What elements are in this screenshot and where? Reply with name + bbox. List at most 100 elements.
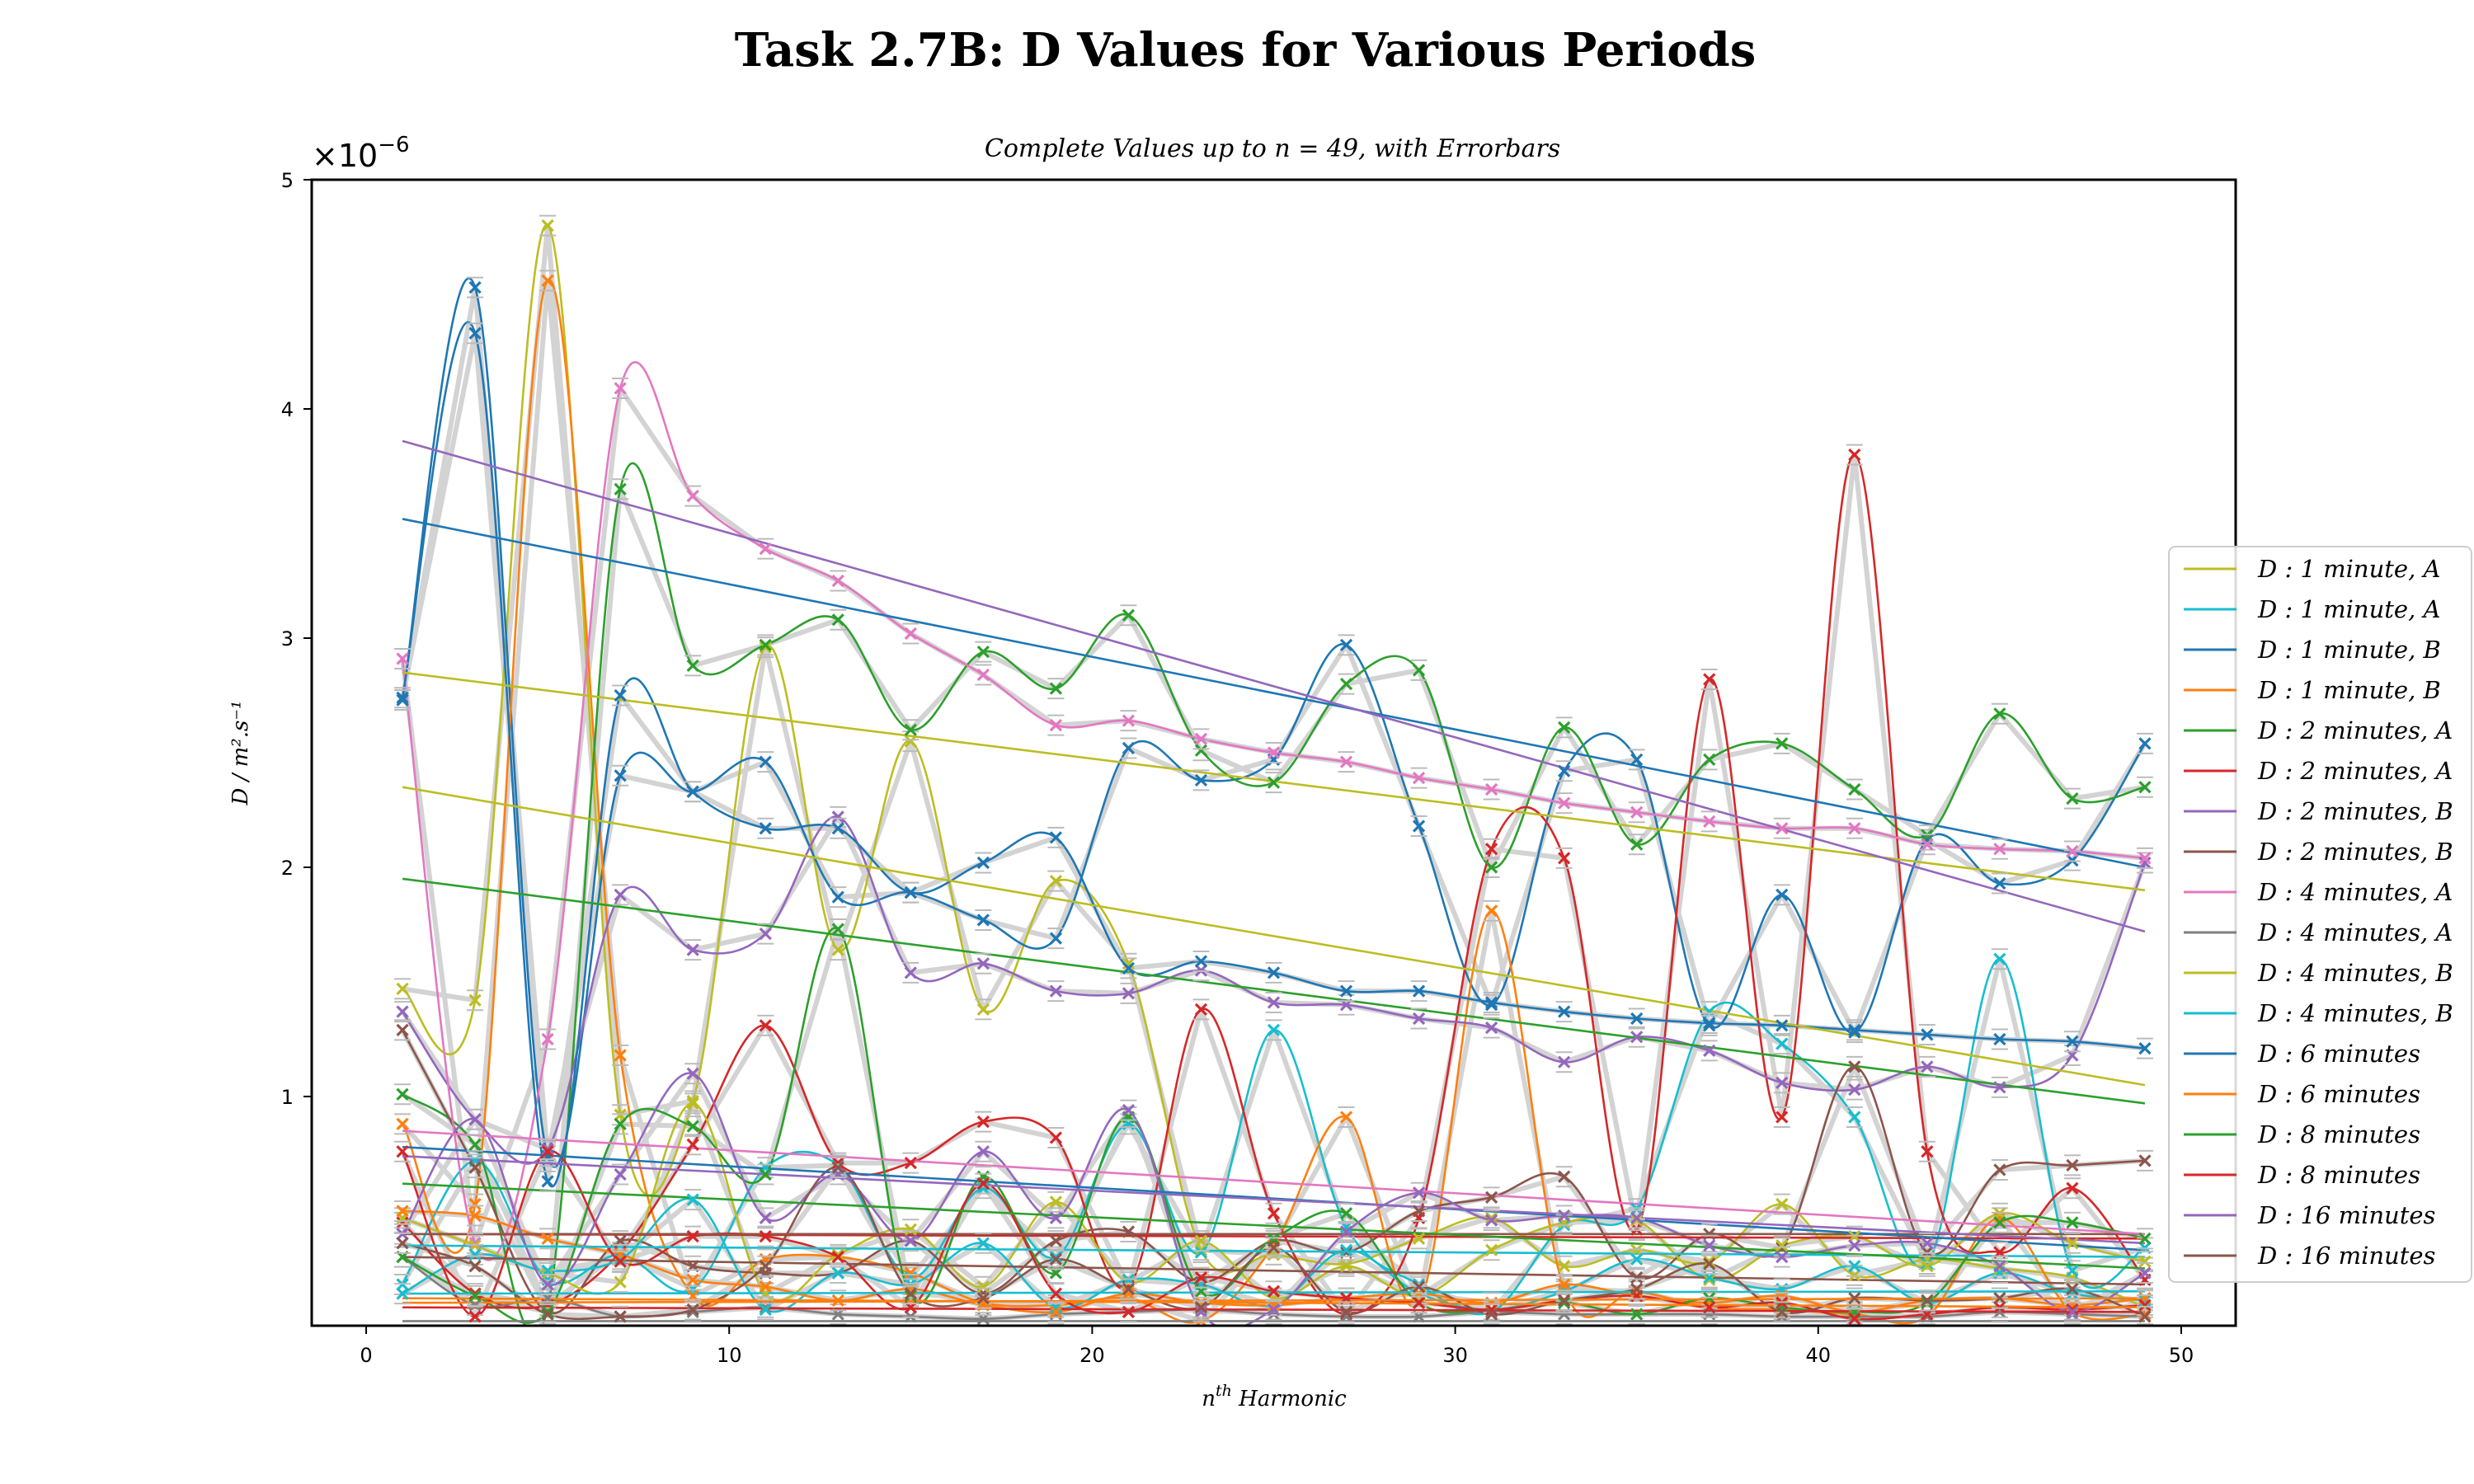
data-point [1410,1275,1427,1298]
x-tick-label: 40 [1806,1344,1832,1367]
data-point [2063,1260,2081,1282]
legend-frame [2168,546,2472,1283]
data-point [1047,1127,1065,1149]
data-point [684,1090,702,1112]
data-point [1628,834,1645,856]
data-point [539,1273,557,1295]
data-point [1628,1248,1645,1270]
trend-line [402,877,2146,1105]
legend-entry: D : 6 minutes [2257,1080,2420,1108]
data-point [1338,634,1355,656]
data-point [1047,1246,1065,1268]
legend: D : 1 minute, A D : 1 minute, A D : 1 minu… [2168,546,2472,1283]
legend-entry: D : 4 minutes, B [2257,999,2453,1027]
data-point [1047,1248,1065,1270]
data-point [1555,760,1573,782]
data-point [1846,817,1863,839]
data-point [902,1283,920,1305]
data-point [1192,728,1210,750]
data-point [2136,852,2153,874]
data-point [1991,872,2008,895]
data-point [1192,1301,1210,1323]
data-point [394,689,412,711]
data-point [1773,817,1790,839]
data-point [1047,928,1065,950]
y-axis: 1 2 3 4 5 [281,169,312,1109]
data-point [2063,1298,2081,1321]
data-point [612,478,629,500]
data-point [1047,1230,1065,1252]
data-point [467,1108,484,1130]
data-point [757,1014,774,1036]
data-point [2063,1177,2081,1200]
data-point [467,1157,484,1179]
data-point [1047,714,1065,736]
data-point [1700,1014,1718,1036]
data-point [830,918,847,941]
data-point [1555,1289,1573,1312]
trend-line [402,1129,2146,1236]
data-point [2136,1305,2153,1326]
fit-curve [402,453,2147,1316]
x-axis-label: nth Harmonic [1202,1382,1347,1411]
data-point [902,1230,920,1252]
data-point [2063,1211,2081,1233]
data-point [1773,1246,1790,1268]
data-point [1918,1292,1935,1314]
data-point [394,1113,412,1135]
data-point [1338,1202,1355,1224]
y-tick-label: 1 [281,1086,294,1109]
data-point [1846,1303,1863,1326]
y-axis-label: D / m².s⁻¹ [228,701,253,806]
data-point [1773,884,1790,906]
data-point [1773,1193,1790,1215]
data-point [757,751,774,773]
data-point [830,939,847,961]
data-point [1410,659,1427,681]
data-point [539,214,557,237]
data-point [467,1205,484,1227]
data-point [612,377,629,399]
data-point [1773,1296,1790,1318]
data-point [1483,1209,1500,1232]
legend-entry: D : 16 minutes [2257,1201,2435,1229]
data-point [2063,787,2081,810]
data-point [1338,1255,1355,1277]
data-point [1483,993,1500,1016]
data-point [1120,1221,1137,1243]
data-point [975,1287,992,1309]
data-point [1555,847,1573,869]
data-point [1628,1266,1645,1289]
data-point [1846,1019,1863,1041]
data-point [975,1232,992,1254]
data-point [1918,834,1935,856]
data-point [975,952,992,974]
data-point [975,998,992,1021]
data-point [684,1134,702,1156]
data-point [467,322,484,345]
data-point [1120,982,1137,1004]
y-offset-label: ×10−6 [312,133,410,174]
data-point [1410,1292,1427,1314]
data-point [1483,1239,1500,1261]
data-point [1628,1303,1645,1326]
legend-entry: D : 2 minutes, A [2257,716,2453,744]
legend-entry: D : 1 minute, A [2257,595,2440,623]
data-point [975,664,992,686]
data-point [394,1232,412,1254]
data-point [830,1262,847,1284]
data-point [1700,1269,1718,1291]
data-point [1047,980,1065,1003]
data-point [1047,678,1065,700]
data-point [1192,1266,1210,1289]
data-point [1700,669,1718,691]
data-point [757,1225,774,1247]
data-point [1991,838,2008,860]
data-point [1338,980,1355,1003]
data-point [684,1298,702,1321]
data-point [1918,1252,1935,1275]
data-point [1628,1209,1645,1232]
data-point [1700,1292,1718,1314]
legend-entry: D : 6 minutes [2257,1040,2420,1068]
data-point [1918,1055,1935,1078]
